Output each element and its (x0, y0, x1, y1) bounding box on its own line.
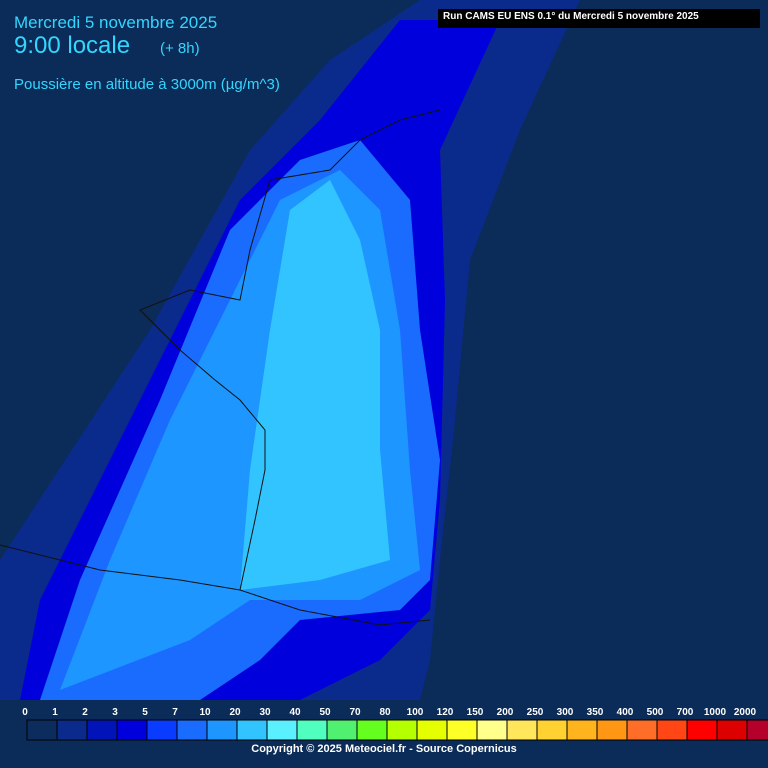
legend-swatch (236, 719, 268, 741)
legend-label: 50 (319, 707, 331, 718)
legend-label: 2 (82, 707, 88, 718)
legend-swatch (566, 719, 598, 741)
legend-swatch (506, 719, 538, 741)
legend-swatch (536, 719, 568, 741)
variable: Poussière en altitude à 3000m (µg/m^3) (14, 76, 280, 93)
legend-label: 5 (142, 707, 148, 718)
legend-label: 7 (172, 707, 178, 718)
legend-swatch (446, 719, 478, 741)
legend-swatch (386, 719, 418, 741)
legend-swatch (296, 719, 328, 741)
legend-swatch (596, 719, 628, 741)
coastline (139, 109, 441, 591)
legend-label: 80 (379, 707, 391, 718)
legend-swatch (686, 719, 718, 741)
legend-swatch (656, 719, 688, 741)
date: Mercredi 5 novembre 2025 (14, 13, 218, 32)
coastline-iberia (0, 544, 431, 626)
legend-label: 200 (497, 707, 514, 718)
legend-label: 120 (437, 707, 454, 718)
offset: (+ 8h) (160, 40, 200, 57)
legend-swatch (86, 719, 118, 741)
legend-swatch (326, 719, 358, 741)
legend-swatch (56, 719, 88, 741)
legend-label: 250 (527, 707, 544, 718)
legend-label: 3 (112, 707, 118, 718)
legend-label: 40 (289, 707, 301, 718)
legend-label: 10 (199, 707, 211, 718)
legend-swatch (746, 719, 768, 741)
legend: 0 1 2 3 5 7 10 20 30 40 50 70 80 100 120 150 200 250 300 35… (22, 707, 768, 741)
legend-swatch (266, 719, 298, 741)
legend-swatch (356, 719, 388, 741)
legend-swatch (476, 719, 508, 741)
legend-label: 350 (587, 707, 604, 718)
legend-label: 30 (259, 707, 271, 718)
legend-swatch (206, 719, 238, 741)
legend-swatch (716, 719, 748, 741)
legend-swatch (26, 719, 58, 741)
legend-label: 1000 (704, 707, 727, 718)
legend-swatch (176, 719, 208, 741)
legend-swatch (626, 719, 658, 741)
copyright: Copyright © 2025 Meteociel.fr - Source C… (251, 743, 517, 755)
legend-swatch (416, 719, 448, 741)
legend-label: 0 (22, 707, 28, 718)
legend-swatch (146, 719, 178, 741)
legend-label: 150 (467, 707, 484, 718)
legend-label: 70 (349, 707, 361, 718)
legend-label: 400 (617, 707, 634, 718)
time: 9:00 locale (14, 32, 131, 59)
legend-label: 100 (407, 707, 424, 718)
run-info: Run CAMS EU ENS 0.1° du Mercredi 5 novem… (443, 11, 699, 22)
legend-label: 300 (557, 707, 574, 718)
legend-label: 20 (229, 707, 241, 718)
legend-label: 1 (52, 707, 58, 718)
legend-swatch (116, 719, 148, 741)
legend-label: 700 (677, 707, 694, 718)
legend-label: 500 (647, 707, 664, 718)
legend-label: 2000 (734, 707, 757, 718)
run-box (438, 9, 760, 28)
plume-core (240, 180, 390, 590)
